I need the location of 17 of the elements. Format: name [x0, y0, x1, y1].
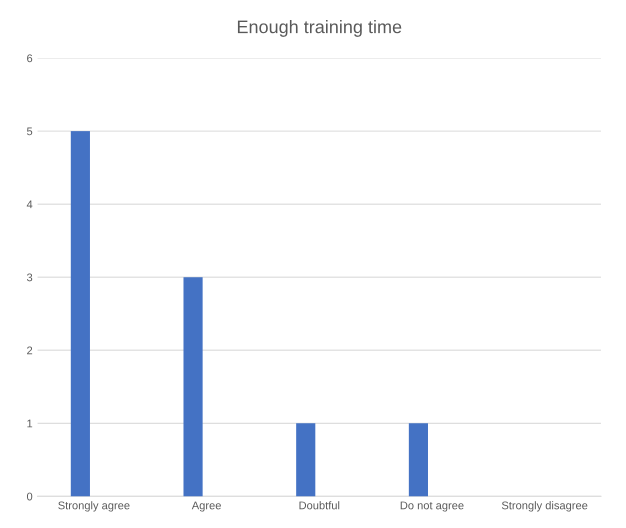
bar	[296, 423, 316, 496]
x-tick-label: Strongly disagree	[502, 501, 588, 512]
x-tick-label: Doubtful	[299, 501, 340, 510]
y-tick-label: 6	[27, 54, 32, 62]
y-tick-label: 4	[26, 200, 32, 208]
x-tick-label: Do not agree	[400, 502, 464, 512]
y-tick-label: 1	[27, 420, 32, 428]
chart-title: Enough training time	[238, 20, 402, 37]
bar	[183, 277, 203, 496]
bar	[70, 131, 90, 496]
y-tick-label: 3	[26, 273, 32, 282]
y-tick-label: 2	[27, 346, 32, 354]
y-tick-label: 5	[26, 128, 32, 136]
bar	[408, 423, 428, 496]
x-tick-label: Strongly agree	[58, 501, 130, 512]
y-tick-label: 0	[26, 492, 32, 500]
x-tick-label: Agree	[192, 502, 221, 512]
